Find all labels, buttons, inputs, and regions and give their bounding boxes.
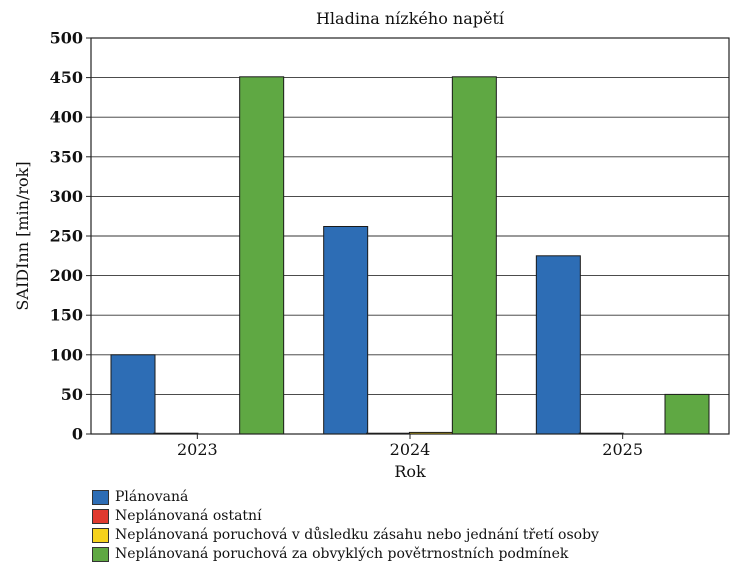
legend-item: Neplánovaná poruchová za obvyklých povět… (92, 545, 599, 564)
bar-2025-series-4 (664, 393, 710, 435)
y-tick-label: 250 (50, 227, 83, 246)
legend-swatch (92, 509, 109, 524)
y-tick-label: 150 (50, 306, 83, 325)
y-tick-label: 300 (50, 187, 83, 206)
x-tick-label: 2024 (390, 440, 431, 459)
y-tick-label: 0 (72, 425, 83, 444)
legend-swatch (92, 547, 109, 562)
y-tick-label: 400 (50, 108, 83, 127)
chart-subtitle: Hladina nízkého napětí (316, 9, 505, 28)
y-tick-label: 100 (50, 345, 83, 364)
legend-swatch (92, 490, 109, 505)
bar-2023-series-4 (239, 76, 285, 435)
gridlines (91, 77, 729, 395)
bar-2024-series-1 (323, 225, 369, 435)
x-tick-label: 2025 (602, 440, 643, 459)
x-tick-label: 2023 (177, 440, 218, 459)
y-tick-label: 350 (50, 147, 83, 166)
bar-2025-series-1 (535, 255, 581, 435)
legend: Plánovaná Neplánovaná ostatní Neplánovaná … (92, 488, 599, 564)
legend-item: Plánovaná (92, 488, 599, 507)
bar-2024-series-4 (451, 76, 497, 435)
x-axis-label: Rok (394, 462, 426, 481)
y-axis-ticks: 0 50 100 150 200 250 300 350 400 450 500 (50, 29, 91, 444)
y-tick-label: 450 (50, 68, 83, 87)
legend-label: Neplánovaná poruchová za obvyklých povět… (115, 546, 569, 562)
legend-label: Neplánovaná ostatní (115, 508, 262, 524)
legend-item: Neplánovaná ostatní (92, 507, 599, 526)
y-tick-label: 500 (50, 29, 83, 48)
y-axis-label: SAIDInn [min/rok] (13, 161, 32, 310)
legend-item: Neplánovaná poruchová v důsledku zásahu … (92, 526, 599, 545)
legend-swatch (92, 528, 109, 543)
legend-label: Neplánovaná poruchová v důsledku zásahu … (115, 527, 599, 543)
bar-2023-series-1 (110, 354, 156, 435)
bars (110, 76, 710, 435)
y-tick-label: 200 (50, 266, 83, 285)
legend-label: Plánovaná (115, 489, 189, 505)
x-axis-ticks: 2023 2024 2025 (177, 434, 643, 459)
y-tick-label: 50 (61, 385, 83, 404)
